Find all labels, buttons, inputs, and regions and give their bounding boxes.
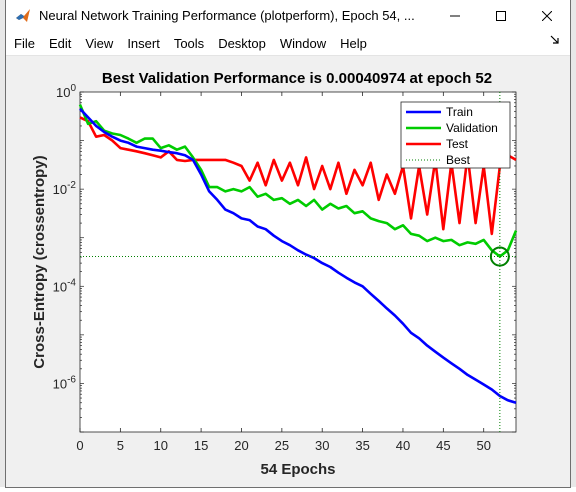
- menu-help[interactable]: Help: [340, 35, 367, 51]
- x-tick-label: 50: [476, 438, 490, 453]
- menu-window[interactable]: Window: [279, 35, 327, 51]
- performance-chart[interactable]: Best Validation Performance is 0.0004097…: [6, 56, 570, 487]
- y-tick-base: 10: [53, 376, 67, 391]
- y-tick-label: 10-2: [53, 180, 77, 197]
- x-tick-label: 45: [436, 438, 450, 453]
- y-tick-exponent: -2: [67, 180, 76, 191]
- minimize-icon: [450, 15, 460, 16]
- y-tick-label: 10-4: [53, 277, 77, 294]
- title-bar[interactable]: Neural Network Training Performance (plo…: [6, 0, 570, 31]
- menu-insert[interactable]: Insert: [127, 35, 160, 51]
- matlab-icon: [16, 8, 30, 22]
- legend: Train Validation Test Best: [400, 101, 511, 169]
- y-tick-base: 10: [53, 182, 67, 197]
- x-tick-label: 25: [275, 438, 289, 453]
- series-line-validation: [78, 104, 518, 258]
- menu-view[interactable]: View: [85, 35, 114, 51]
- menu-file[interactable]: File: [14, 35, 35, 51]
- y-tick-exponent: 0: [70, 83, 76, 94]
- y-tick-base: 10: [53, 279, 67, 294]
- y-axis-label: Cross-Entropy (crossentropy): [31, 155, 48, 368]
- series-line-train: [79, 107, 517, 405]
- minimize-button[interactable]: [432, 0, 478, 31]
- legend-label-best: Best: [446, 153, 471, 167]
- x-tick-label: 35: [355, 438, 369, 453]
- window-title: Neural Network Training Performance (plo…: [39, 8, 415, 23]
- x-tick-label: 30: [315, 438, 329, 453]
- dock-arrow-icon[interactable]: [550, 35, 560, 45]
- best-epoch-circle: [489, 246, 510, 267]
- menu-bar: File Edit View Insert Tools Desktop Wind…: [6, 31, 570, 56]
- chart-title: Best Validation Performance is 0.0004097…: [102, 70, 492, 87]
- y-tick-exponent: -6: [67, 374, 76, 385]
- y-tick-base: 10: [56, 85, 70, 100]
- y-tick-label: 10-6: [53, 374, 77, 391]
- maximize-icon: [496, 10, 506, 21]
- menu-edit[interactable]: Edit: [48, 35, 72, 51]
- legend-label-train: Train: [446, 105, 473, 119]
- y-tick-label: 100: [56, 83, 76, 100]
- figure-canvas: Best Validation Performance is 0.0004097…: [6, 56, 570, 487]
- menu-desktop[interactable]: Desktop: [218, 35, 266, 51]
- background-window-edge-left: [0, 0, 6, 487]
- figure-window: Neural Network Training Performance (plo…: [6, 0, 570, 487]
- series-line-test: [79, 116, 517, 236]
- close-icon: [542, 10, 552, 21]
- close-button[interactable]: [524, 0, 570, 31]
- x-tick-label: 20: [234, 438, 248, 453]
- x-tick-label: 10: [154, 438, 168, 453]
- x-tick-label: 40: [396, 438, 410, 453]
- menu-tools[interactable]: Tools: [173, 35, 205, 51]
- background-window-edge-right: [570, 0, 576, 487]
- x-axis-label: 54 Epochs: [260, 461, 335, 478]
- legend-label-validation: Validation: [446, 121, 498, 135]
- x-tick-label: 0: [76, 438, 83, 453]
- x-tick-label: 5: [117, 438, 124, 453]
- y-tick-exponent: -4: [67, 277, 76, 288]
- legend-label-test: Test: [446, 137, 469, 151]
- maximize-button[interactable]: [478, 0, 524, 31]
- x-tick-label: 15: [194, 438, 208, 453]
